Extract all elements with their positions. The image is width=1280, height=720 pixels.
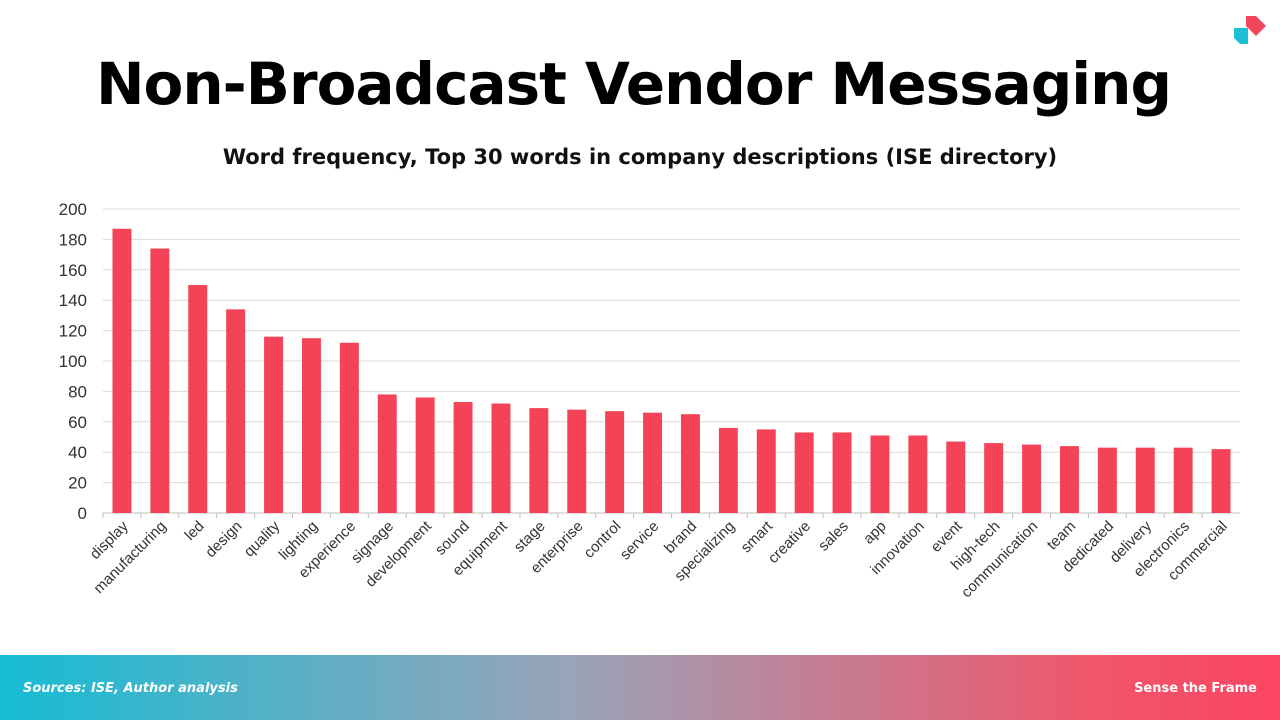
bar — [832, 432, 852, 513]
bar — [188, 285, 208, 513]
y-tick-label: 20 — [68, 474, 87, 493]
x-tick-label: creative — [765, 518, 814, 567]
bar — [1059, 446, 1079, 513]
y-tick-label: 0 — [78, 504, 87, 523]
bar — [1135, 447, 1155, 513]
x-tick-label: design — [202, 518, 245, 561]
bar — [301, 338, 321, 513]
bar — [908, 435, 928, 513]
y-tick-label: 180 — [59, 230, 87, 249]
x-tick-label: sales — [815, 518, 852, 555]
bar — [1097, 447, 1117, 513]
bar — [1211, 449, 1231, 513]
y-tick-label: 140 — [59, 291, 87, 310]
bar — [756, 429, 776, 513]
bar — [491, 403, 511, 513]
source-note: Sources: ISE, Author analysis — [23, 681, 238, 696]
y-tick-label: 120 — [59, 322, 87, 341]
bar — [680, 414, 700, 513]
bar — [984, 443, 1004, 513]
bar — [605, 411, 625, 513]
y-tick-label: 200 — [59, 200, 87, 219]
bar — [453, 402, 473, 513]
bar — [226, 309, 246, 513]
bar — [643, 412, 663, 513]
bar — [870, 435, 890, 513]
bar — [1022, 444, 1042, 513]
y-tick-label: 80 — [68, 382, 87, 401]
bar — [1173, 447, 1193, 513]
y-tick-label: 100 — [59, 352, 87, 371]
footer-bar: Sources: ISE, Author analysis Sense the … — [0, 655, 1280, 720]
logo-red-shape — [1246, 16, 1266, 36]
bar — [718, 427, 738, 513]
bar — [112, 228, 132, 513]
bar — [264, 336, 284, 513]
bar — [150, 248, 170, 513]
y-tick-label: 160 — [59, 261, 87, 280]
bar — [794, 432, 814, 513]
x-tick-label: led — [181, 518, 207, 544]
bar — [529, 408, 549, 513]
x-tick-label: development — [362, 517, 435, 590]
chart-title: Word frequency, Top 30 words in company … — [222, 145, 1058, 169]
page-title: Non-Broadcast Vendor Messaging — [96, 50, 1172, 118]
brand-logo-icon — [1234, 16, 1266, 44]
x-tick-label: service — [617, 518, 663, 564]
x-tick-label: control — [581, 518, 625, 562]
bar — [946, 441, 966, 513]
bar — [339, 342, 359, 513]
y-tick-label: 40 — [68, 443, 87, 462]
logo-cyan-shape — [1234, 28, 1248, 44]
brand-name: Sense the Frame — [1134, 681, 1257, 696]
bar — [415, 397, 435, 513]
y-tick-label: 60 — [68, 413, 87, 432]
x-tick-label: app — [860, 518, 890, 548]
bar — [567, 409, 587, 513]
bar-chart: 020406080100120140160180200displaymanufa… — [59, 200, 1240, 601]
bar — [377, 394, 397, 513]
